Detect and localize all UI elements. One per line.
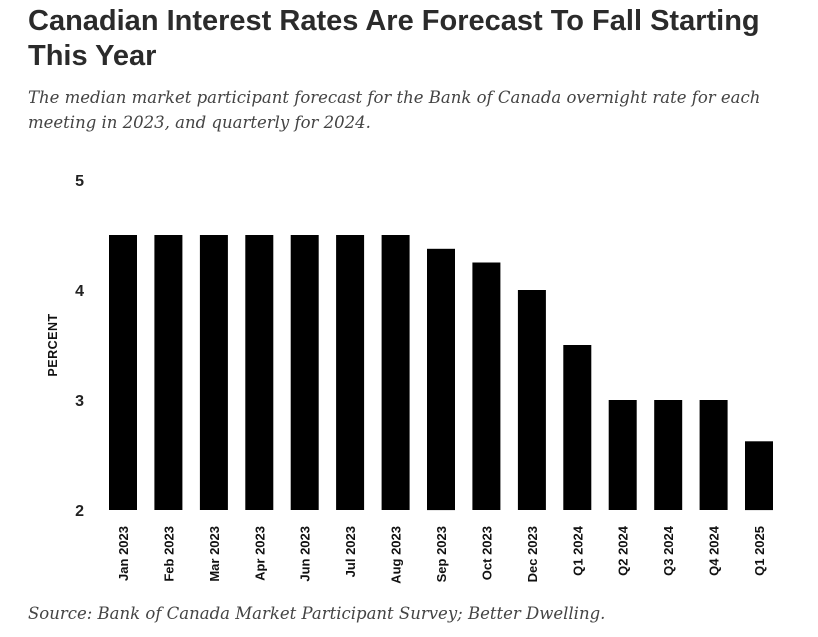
bar <box>699 400 728 510</box>
bar <box>608 400 637 510</box>
bar-chart: 2 3 4 5 PERCENT Jan 2023 Feb 2023 Mar 2023 Apr… <box>46 173 773 584</box>
x-tick-label: Oct 2023 <box>479 526 494 580</box>
y-tick-label: 4 <box>75 283 84 300</box>
chart-title: Canadian Interest Rates Are Forecast To … <box>28 5 760 72</box>
bars <box>109 235 773 511</box>
x-tick-label: Jun 2023 <box>298 526 313 582</box>
bar <box>472 262 501 510</box>
x-tick-label: Jan 2023 <box>116 526 131 581</box>
x-tick-label: Aug 2023 <box>389 526 404 584</box>
y-tick-label: 2 <box>75 503 84 520</box>
x-axis: Jan 2023 Feb 2023 Mar 2023 Apr 2023 Jun 2023… <box>116 525 767 584</box>
bar <box>654 400 683 510</box>
x-tick-label: Dec 2023 <box>525 526 540 582</box>
bar <box>563 345 592 510</box>
y-axis: 2 3 4 5 <box>75 173 84 520</box>
chart-subtitle: The median market participant forecast f… <box>28 88 761 132</box>
bar <box>381 235 410 510</box>
x-tick-label: Q3 2024 <box>661 525 676 576</box>
chart-source: Source: Bank of Canada Market Participan… <box>28 604 606 623</box>
x-tick-label: Q1 2025 <box>752 526 767 576</box>
x-tick-label: Q2 2024 <box>616 525 631 576</box>
bar <box>336 235 365 510</box>
bar <box>427 248 455 511</box>
bar <box>517 290 546 510</box>
y-tick-label: 3 <box>75 393 84 410</box>
bar <box>290 235 319 510</box>
bar <box>109 235 137 510</box>
x-tick-label: Apr 2023 <box>252 526 267 581</box>
x-tick-label: Sep 2023 <box>434 526 449 582</box>
bar <box>154 235 183 510</box>
x-tick-label: Q4 2024 <box>707 525 722 576</box>
y-axis-label: PERCENT <box>46 313 60 376</box>
bar <box>199 235 228 510</box>
x-tick-label: Feb 2023 <box>161 526 176 582</box>
x-tick-label: Q1 2024 <box>570 525 585 576</box>
y-tick-label: 5 <box>75 173 84 190</box>
bar <box>245 235 274 510</box>
bar <box>745 441 773 511</box>
x-tick-label: Mar 2023 <box>207 526 222 582</box>
x-tick-label: Jul 2023 <box>343 526 358 577</box>
